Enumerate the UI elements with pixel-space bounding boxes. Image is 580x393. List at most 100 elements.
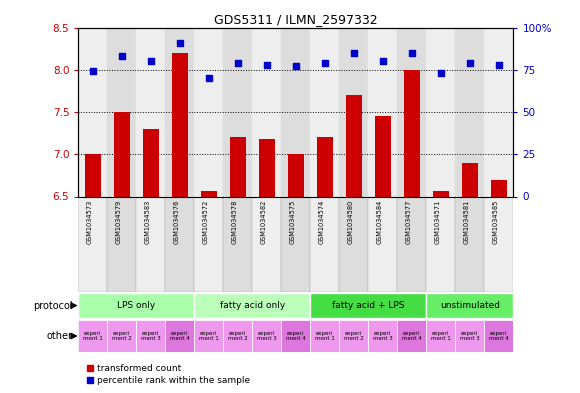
Text: GSM1034583: GSM1034583: [145, 199, 151, 244]
Bar: [310, 196, 339, 292]
Bar: [165, 196, 194, 292]
Bar: [259, 139, 275, 196]
Point: [320, 60, 329, 66]
Text: fatty acid + LPS: fatty acid + LPS: [332, 301, 404, 310]
Bar: [397, 196, 426, 292]
Point: [465, 60, 474, 66]
Text: GSM1034585: GSM1034585: [493, 199, 499, 244]
Bar: [78, 293, 194, 318]
Text: other: other: [46, 331, 72, 341]
Bar: [339, 320, 368, 352]
Text: GSM1034578: GSM1034578: [232, 199, 238, 244]
Bar: [136, 196, 165, 292]
Bar: [223, 196, 252, 292]
Text: experi
ment 3: experi ment 3: [460, 331, 480, 341]
Bar: [114, 112, 130, 196]
Text: GSM1034576: GSM1034576: [174, 199, 180, 244]
Bar: [397, 28, 426, 196]
Bar: [223, 28, 252, 196]
Bar: [484, 28, 513, 196]
Text: GSM1034573: GSM1034573: [87, 199, 93, 244]
Text: experi
ment 1: experi ment 1: [431, 331, 451, 341]
Text: GSM1034572: GSM1034572: [203, 199, 209, 244]
Text: experi
ment 3: experi ment 3: [373, 331, 393, 341]
Bar: [484, 320, 513, 352]
Bar: [317, 137, 333, 196]
Point: [88, 68, 97, 75]
Point: [262, 62, 271, 68]
Bar: [252, 28, 281, 196]
Bar: [194, 196, 223, 292]
Bar: [78, 320, 107, 352]
Point: [378, 58, 387, 64]
Bar: [194, 28, 223, 196]
Bar: [85, 154, 101, 196]
Bar: [426, 196, 455, 292]
Bar: [281, 28, 310, 196]
Point: [291, 63, 300, 70]
Text: GSM1034581: GSM1034581: [464, 199, 470, 244]
Text: experi
ment 2: experi ment 2: [228, 331, 248, 341]
Text: protocol: protocol: [33, 301, 72, 310]
Bar: [404, 70, 420, 196]
Bar: [310, 320, 339, 352]
Text: GSM1034582: GSM1034582: [261, 199, 267, 244]
Text: GSM1034584: GSM1034584: [377, 199, 383, 244]
Bar: [223, 320, 252, 352]
Bar: [78, 28, 107, 196]
Bar: [433, 191, 449, 196]
Bar: [252, 320, 281, 352]
Bar: [201, 191, 217, 196]
Bar: [107, 196, 136, 292]
Bar: [339, 28, 368, 196]
Text: GSM1034577: GSM1034577: [406, 199, 412, 244]
Text: experi
ment 1: experi ment 1: [83, 331, 103, 341]
Title: GDS5311 / ILMN_2597332: GDS5311 / ILMN_2597332: [214, 13, 378, 26]
Point: [146, 58, 155, 64]
Point: [204, 75, 213, 81]
Bar: [368, 28, 397, 196]
Point: [407, 50, 416, 56]
Point: [349, 50, 358, 56]
Legend: transformed count, percentile rank within the sample: transformed count, percentile rank withi…: [83, 360, 254, 389]
Text: GSM1034571: GSM1034571: [435, 199, 441, 244]
Bar: [455, 28, 484, 196]
Bar: [165, 28, 194, 196]
Text: experi
ment 1: experi ment 1: [199, 331, 219, 341]
Bar: [426, 293, 513, 318]
Text: GSM1034580: GSM1034580: [348, 199, 354, 244]
Bar: [107, 320, 136, 352]
Text: GSM1034579: GSM1034579: [116, 199, 122, 244]
Bar: [281, 320, 310, 352]
Bar: [310, 28, 339, 196]
Bar: [252, 196, 281, 292]
Bar: [288, 154, 304, 196]
Bar: [491, 180, 507, 196]
Point: [436, 70, 445, 76]
Bar: [484, 196, 513, 292]
Text: experi
ment 2: experi ment 2: [112, 331, 132, 341]
Bar: [194, 320, 223, 352]
Text: experi
ment 4: experi ment 4: [489, 331, 509, 341]
Bar: [107, 28, 136, 196]
Bar: [310, 293, 426, 318]
Bar: [230, 137, 246, 196]
Text: experi
ment 4: experi ment 4: [402, 331, 422, 341]
Text: experi
ment 4: experi ment 4: [170, 331, 190, 341]
Text: LPS only: LPS only: [117, 301, 155, 310]
Bar: [143, 129, 159, 196]
Bar: [368, 320, 397, 352]
Bar: [455, 320, 484, 352]
Bar: [136, 28, 165, 196]
Bar: [172, 53, 188, 196]
Text: experi
ment 4: experi ment 4: [286, 331, 306, 341]
Text: experi
ment 2: experi ment 2: [344, 331, 364, 341]
Bar: [281, 196, 310, 292]
Text: unstimulated: unstimulated: [440, 301, 500, 310]
Bar: [194, 293, 310, 318]
Point: [175, 40, 184, 46]
Point: [494, 62, 503, 68]
Bar: [397, 320, 426, 352]
Bar: [339, 196, 368, 292]
Bar: [426, 320, 455, 352]
